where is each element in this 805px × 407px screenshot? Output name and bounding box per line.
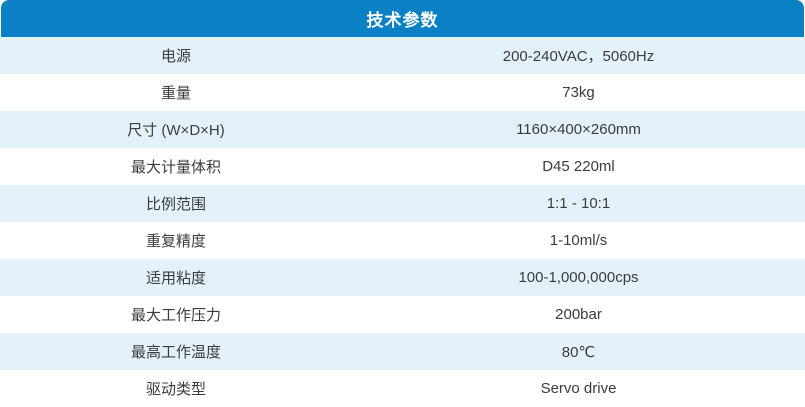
spec-label-drive-type: 驱动类型 bbox=[145, 381, 206, 398]
spec-label-ratio-range: 比例范围 bbox=[145, 196, 206, 213]
spec-label-max-working-temperature: 最高工作温度 bbox=[130, 344, 221, 361]
spec-value-viscosity: 100-1,000,000cps bbox=[518, 269, 639, 286]
spec-label-power: 电源 bbox=[160, 48, 191, 65]
spec-value-max-working-temperature: 80℃ bbox=[561, 343, 596, 361]
table-row: 最大计量体积 D45 220ml bbox=[0, 148, 805, 185]
spec-value-drive-type: Servo drive bbox=[540, 380, 617, 397]
spec-value-power: 200-240VAC，5060Hz bbox=[502, 48, 655, 65]
spec-value-weight: 73kg bbox=[562, 84, 595, 101]
table-row: 电源 200-240VAC，5060Hz bbox=[0, 37, 805, 74]
spec-value-ratio-range: 1:1 - 10:1 bbox=[546, 195, 611, 212]
table-row: 重复精度 1-10ml/s bbox=[0, 222, 805, 259]
spec-value-dimensions: 1160×400×260mm bbox=[516, 121, 641, 138]
spec-label-max-metering-volume: 最大计量体积 bbox=[130, 159, 221, 176]
spec-label-viscosity: 适用粘度 bbox=[145, 270, 206, 287]
table-header: 技术参数 bbox=[1, 0, 804, 37]
spec-label-repeat-accuracy: 重复精度 bbox=[145, 233, 206, 250]
table-row: 最大工作压力 200bar bbox=[0, 296, 805, 333]
table-row: 适用粘度 100-1,000,000cps bbox=[0, 259, 805, 296]
spec-value-max-working-pressure: 200bar bbox=[555, 306, 602, 323]
spec-label-max-working-pressure: 最大工作压力 bbox=[130, 307, 221, 324]
table-row: 比例范围 1:1 - 10:1 bbox=[0, 185, 805, 222]
table-row: 驱动类型 Servo drive bbox=[0, 370, 805, 407]
spec-label-dimensions: 尺寸 (W×D×H) bbox=[127, 122, 225, 139]
table-title: 技术参数 bbox=[366, 11, 439, 30]
table-row: 最高工作温度 80℃ bbox=[0, 333, 805, 370]
spec-value-repeat-accuracy: 1-10ml/s bbox=[549, 232, 608, 249]
table-row: 重量 73kg bbox=[0, 74, 805, 111]
spec-label-weight: 重量 bbox=[160, 85, 191, 102]
spec-value-max-metering-volume: D45 220ml bbox=[542, 158, 615, 175]
table-row: 尺寸 (W×D×H) 1160×400×260mm bbox=[0, 111, 805, 148]
